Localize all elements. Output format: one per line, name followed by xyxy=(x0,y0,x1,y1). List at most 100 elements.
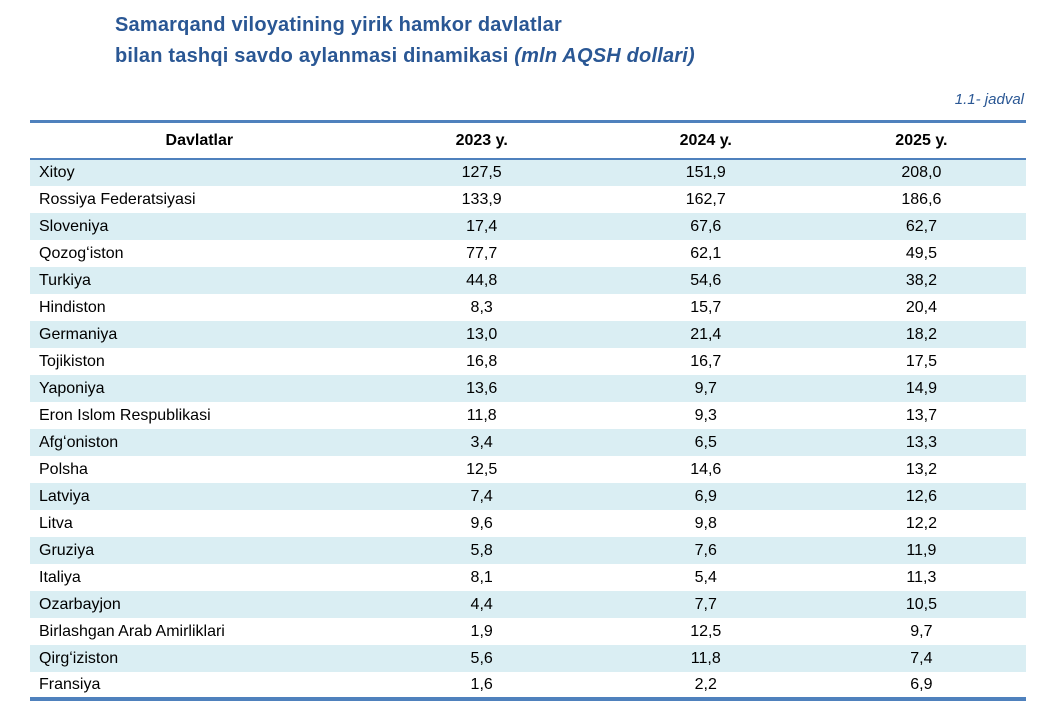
value-2025-cell: 7,4 xyxy=(910,649,933,667)
value-2024-cell: 7,7 xyxy=(694,595,717,613)
value-2023-cell: 44,8 xyxy=(466,271,498,289)
country-cell: Qozogʻiston xyxy=(39,244,124,262)
value-2025-cell: 208,0 xyxy=(901,164,942,181)
value-2025-cell: 13,7 xyxy=(905,406,937,424)
table-row: Turkiya 44,8 54,6 38,2 xyxy=(30,267,1026,294)
table-row: Polsha 12,5 14,6 13,2 xyxy=(30,456,1026,483)
country-cell: Qirgʻiziston xyxy=(39,649,119,667)
value-2024-cell: 62,1 xyxy=(690,244,722,262)
value-2023-cell: 1,6 xyxy=(470,675,493,693)
value-2023-cell: 7,4 xyxy=(470,487,493,505)
value-2023-cell: 16,8 xyxy=(466,352,498,370)
value-2024-cell: 2,2 xyxy=(694,675,717,693)
value-2024-cell: 21,4 xyxy=(690,325,722,343)
header-countries: Davlatlar xyxy=(30,121,369,160)
value-2025-cell: 13,3 xyxy=(905,433,937,451)
value-2025-cell: 18,2 xyxy=(905,325,937,343)
table-row: Qirgʻiziston 5,6 11,8 7,4 xyxy=(30,645,1026,672)
value-2024-cell: 9,7 xyxy=(694,379,717,397)
value-2023-cell: 8,1 xyxy=(470,568,493,586)
value-2023-cell: 8,3 xyxy=(470,298,493,316)
value-2023-cell: 133,9 xyxy=(461,190,502,208)
value-2025-cell: 6,9 xyxy=(910,675,933,693)
value-2024-cell: 14,6 xyxy=(690,460,722,478)
table-row: Italiya 8,1 5,4 11,3 xyxy=(30,564,1026,591)
country-cell: Tojikiston xyxy=(39,352,105,370)
table-row: Latviya 7,4 6,9 12,6 xyxy=(30,483,1026,510)
value-2025-cell: 12,6 xyxy=(905,487,937,505)
country-cell: Eron Islom Respublikasi xyxy=(39,406,211,424)
country-cell: Polsha xyxy=(39,460,88,478)
value-2025-cell: 186,6 xyxy=(901,190,942,208)
page-title-line1: Samarqand viloyatining yirik hamkor davl… xyxy=(115,14,562,36)
value-2024-cell: 16,7 xyxy=(690,352,722,370)
value-2025-cell: 49,5 xyxy=(905,244,937,262)
table-row: Qozogʻiston 77,7 62,1 49,5 xyxy=(30,240,1026,267)
value-2025-cell: 17,5 xyxy=(905,352,937,370)
value-2023-cell: 13,6 xyxy=(466,379,498,397)
table-row: Litva 9,6 9,8 12,2 xyxy=(30,510,1026,537)
value-2024-cell: 6,5 xyxy=(694,433,717,451)
table-row: Yaponiya 13,6 9,7 14,9 xyxy=(30,375,1026,402)
value-2025-cell: 13,2 xyxy=(905,460,937,478)
country-cell: Sloveniya xyxy=(39,217,109,235)
value-2023-cell: 11,8 xyxy=(466,406,497,424)
header-2025: 2025 y. xyxy=(816,121,1026,160)
value-2025-cell: 62,7 xyxy=(905,217,937,235)
table-header-row: Davlatlar 2023 y. 2024 y. 2025 y. xyxy=(30,121,1026,160)
value-2024-cell: 67,6 xyxy=(690,217,722,235)
country-cell: Litva xyxy=(39,514,73,532)
value-2023-cell: 1,9 xyxy=(470,622,493,640)
table-row: Fransiya 1,6 2,2 6,9 xyxy=(30,672,1026,699)
table-row: Rossiya Federatsiyasi 133,9 162,7 186,6 xyxy=(30,186,1026,213)
value-2024-cell: 11,8 xyxy=(690,649,721,667)
value-2024-cell: 7,6 xyxy=(694,541,717,559)
country-cell: Birlashgan Arab Amirliklari xyxy=(39,622,225,640)
table-body: Xitoy 127,5 151,9 208,0 Rossiya Federats… xyxy=(30,159,1026,699)
value-2023-cell: 77,7 xyxy=(466,244,498,262)
country-cell: Germaniya xyxy=(39,325,118,343)
value-2023-cell: 5,6 xyxy=(470,649,493,667)
value-2025-cell: 20,4 xyxy=(905,298,937,316)
page-title-line2: bilan tashqi savdo aylanmasi dinamikasi … xyxy=(115,45,695,67)
table-row: Eron Islom Respublikasi 11,8 9,3 13,7 xyxy=(30,402,1026,429)
country-cell: Italiya xyxy=(39,568,81,586)
value-2025-cell: 10,5 xyxy=(905,595,937,613)
value-2023-cell: 4,4 xyxy=(470,595,493,613)
table-row: Birlashgan Arab Amirliklari 1,9 12,5 9,7 xyxy=(30,618,1026,645)
value-2024-cell: 54,6 xyxy=(690,271,722,289)
country-cell: Latviya xyxy=(39,487,90,505)
country-cell: Xitoy xyxy=(39,164,75,181)
value-2025-cell: 11,3 xyxy=(906,568,937,586)
country-cell: Gruziya xyxy=(39,541,95,559)
country-cell: Hindiston xyxy=(39,298,106,316)
value-2024-cell: 12,5 xyxy=(690,622,722,640)
country-cell: Fransiya xyxy=(39,675,101,693)
table-row: Gruziya 5,8 7,6 11,9 xyxy=(30,537,1026,564)
value-2024-cell: 15,7 xyxy=(690,298,722,316)
value-2024-cell: 6,9 xyxy=(694,487,717,505)
value-2023-cell: 17,4 xyxy=(466,217,498,235)
value-2024-cell: 5,4 xyxy=(694,568,717,586)
table-row: Hindiston 8,3 15,7 20,4 xyxy=(30,294,1026,321)
country-cell: Yaponiya xyxy=(39,379,105,397)
table-header: Davlatlar 2023 y. 2024 y. 2025 y. xyxy=(30,121,1026,160)
value-2023-cell: 3,4 xyxy=(470,433,493,451)
value-2023-cell: 9,6 xyxy=(470,514,493,532)
value-2024-cell: 9,8 xyxy=(694,514,717,532)
table-row: Afgʻoniston 3,4 6,5 13,3 xyxy=(30,429,1026,456)
page-title: Samarqand viloyatining yirik hamkor davl… xyxy=(115,10,695,72)
table-number-label: 1.1- jadval xyxy=(954,91,1024,108)
header-2023: 2023 y. xyxy=(368,121,595,160)
value-2024-cell: 162,7 xyxy=(685,190,726,208)
table-row: Ozarbayjon 4,4 7,7 10,5 xyxy=(30,591,1026,618)
table-row: Sloveniya 17,4 67,6 62,7 xyxy=(30,213,1026,240)
table-row: Xitoy 127,5 151,9 208,0 xyxy=(30,159,1026,186)
page-title-units: (mln AQSH dollari) xyxy=(514,45,695,67)
value-2025-cell: 12,2 xyxy=(905,514,937,532)
value-2024-cell: 151,9 xyxy=(685,164,726,181)
value-2023-cell: 12,5 xyxy=(466,460,498,478)
country-cell: Rossiya Federatsiyasi xyxy=(39,190,196,208)
table-row: Tojikiston 16,8 16,7 17,5 xyxy=(30,348,1026,375)
